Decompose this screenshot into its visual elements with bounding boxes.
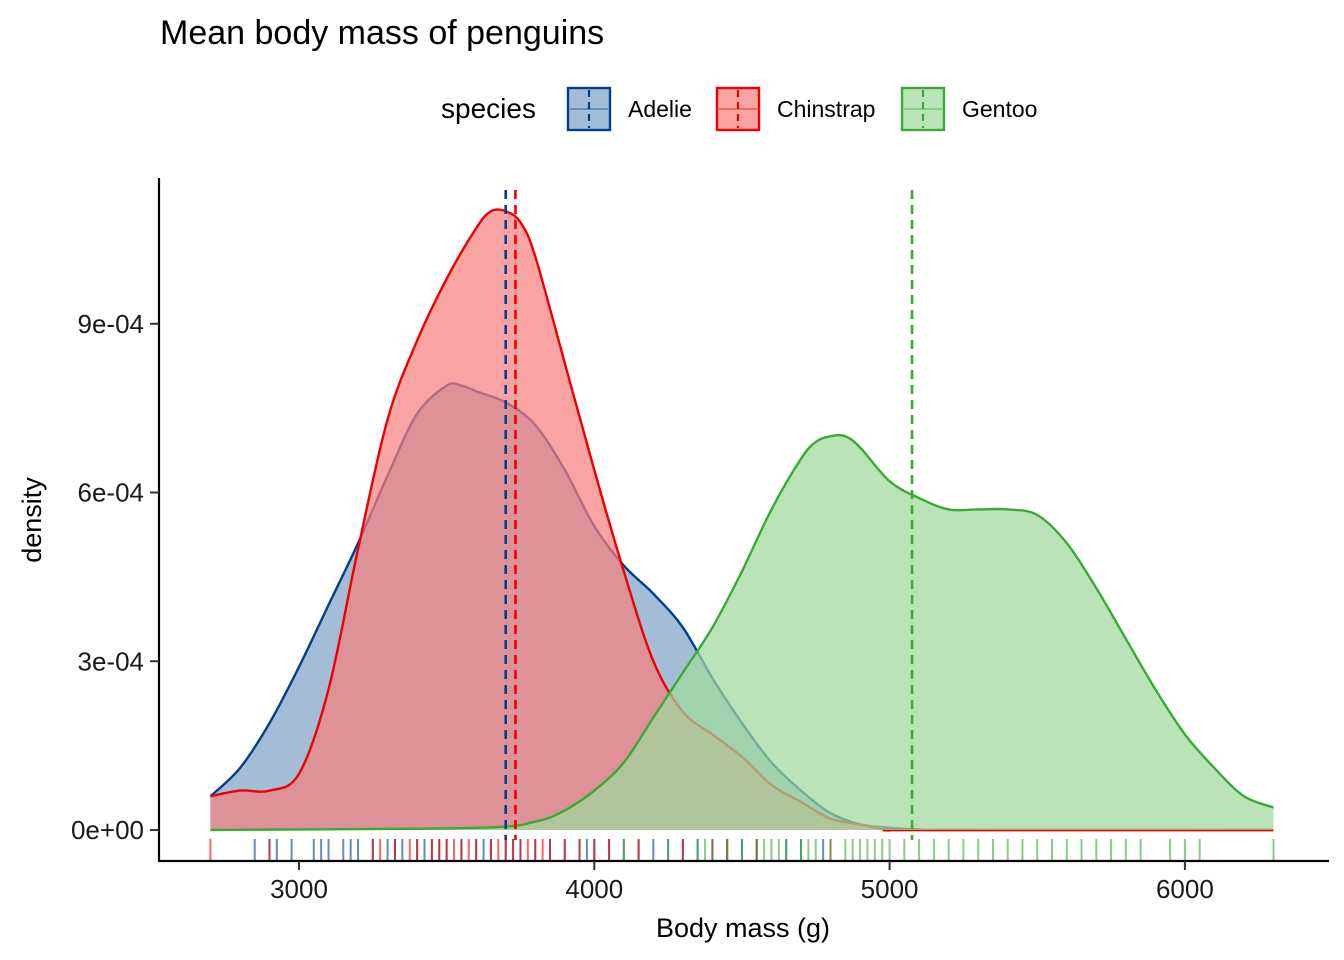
x-tick-label: 5000 <box>861 874 919 904</box>
y-axis-ticks: 0e+00 3e-04 6e-04 9e-04 <box>71 309 159 845</box>
legend-label-chinstrap: Chinstrap <box>777 96 875 122</box>
legend: species Adelie Chinstrap Gentoo <box>441 86 1037 132</box>
x-tick-label: 3000 <box>270 874 328 904</box>
legend-title: species <box>441 93 536 124</box>
legend-item-gentoo: Gentoo <box>900 86 1037 132</box>
density-area-gentoo <box>210 435 1274 830</box>
density-curve-gentoo <box>210 434 1274 832</box>
x-axis-ticks: 3000 4000 5000 6000 <box>270 861 1214 904</box>
y-tick-label: 3e-04 <box>78 646 145 676</box>
y-tick-label: 9e-04 <box>78 309 145 339</box>
legend-label-adelie: Adelie <box>628 96 692 122</box>
legend-item-adelie: Adelie <box>566 86 692 132</box>
legend-label-gentoo: Gentoo <box>962 96 1037 122</box>
density-area-chinstrap <box>210 209 1274 831</box>
chart-title: Mean body mass of penguins <box>160 14 604 52</box>
y-tick-label: 0e+00 <box>71 815 144 845</box>
x-axis-title: Body mass (g) <box>656 913 830 943</box>
y-tick-label: 6e-04 <box>78 478 145 508</box>
legend-item-chinstrap: Chinstrap <box>715 86 875 132</box>
y-axis-title: density <box>17 477 47 563</box>
x-tick-label: 6000 <box>1156 874 1214 904</box>
plot-area <box>209 190 1275 860</box>
x-tick-label: 4000 <box>565 874 623 904</box>
